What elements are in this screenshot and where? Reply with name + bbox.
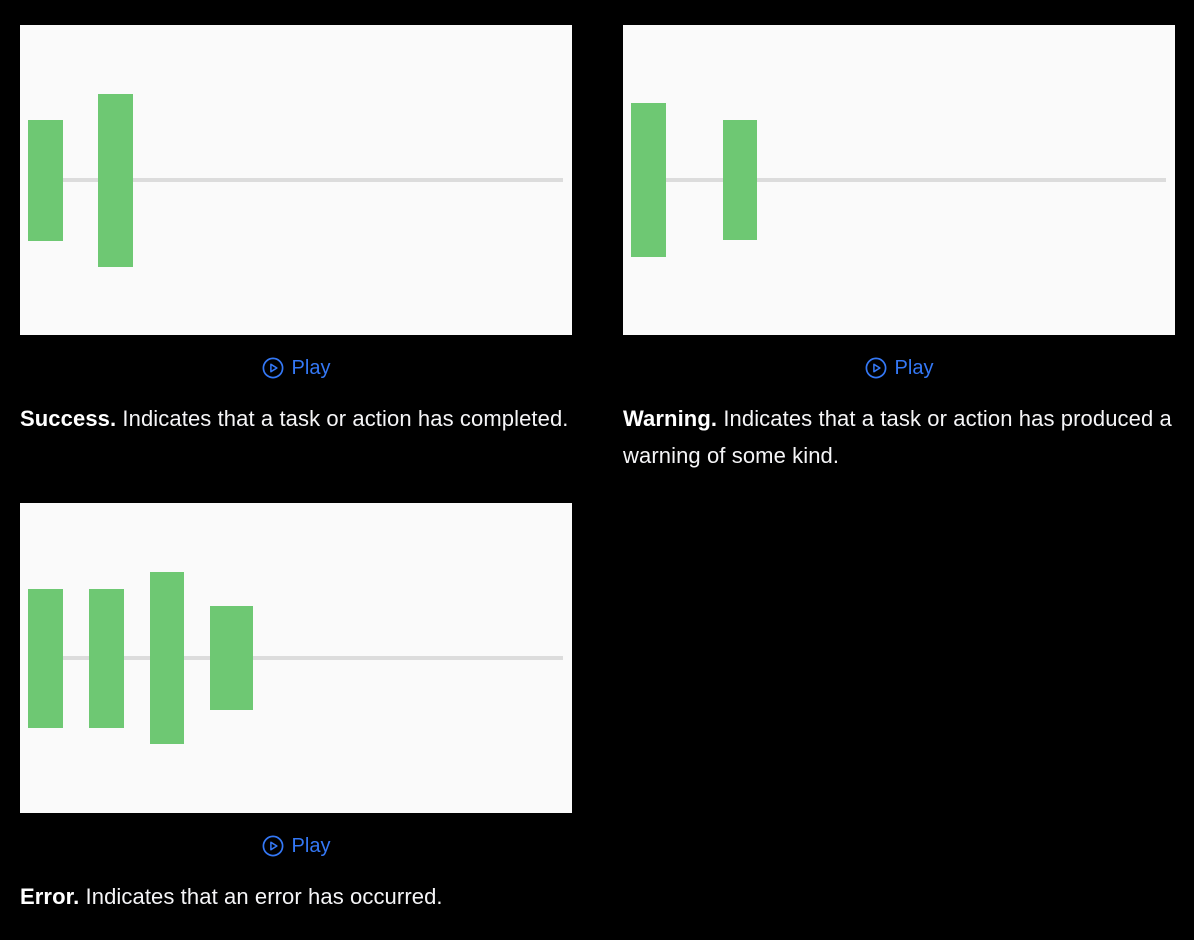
play-label: Play [291,356,331,379]
term-warning: Warning. [623,406,718,431]
play-label: Play [894,356,934,379]
waveform-bar [28,589,63,728]
description-warning: Warning. Indicates that a task or action… [623,400,1175,474]
play-row-warning: Play [623,354,1175,382]
waveform-bar [210,606,253,710]
waveform-bar [89,589,124,728]
waveform-figure-success [20,25,572,335]
description-text: Indicates that a task or action has prod… [623,406,1172,468]
description-text: Indicates that an error has occurred. [85,884,443,909]
waveform-figure-error [20,503,572,813]
waveform-bar [98,94,133,267]
waveform-baseline [28,178,563,182]
waveform-bar [150,572,184,744]
waveform-baseline [631,178,1166,182]
sound-examples-grid: Play Success. Indicates that a task or a… [20,25,1175,915]
play-row-error: Play [20,832,572,860]
description-success: Success. Indicates that a task or action… [20,400,572,437]
play-button-warning[interactable]: Play [865,356,934,380]
play-button-success[interactable]: Play [262,356,331,380]
cell-warning: Play Warning. Indicates that a task or a… [623,25,1175,474]
description-text: Indicates that a task or action has comp… [122,406,569,431]
waveform-bar [723,120,757,240]
cell-success: Play Success. Indicates that a task or a… [20,25,572,437]
play-label: Play [291,834,331,857]
term-error: Error. [20,884,80,909]
play-circle-icon [262,357,284,379]
play-row-success: Play [20,354,572,382]
waveform-bar [28,120,63,241]
waveform-bar [631,103,666,257]
play-circle-icon [865,357,887,379]
play-button-error[interactable]: Play [262,834,331,858]
description-error: Error. Indicates that an error has occur… [20,878,572,915]
term-success: Success. [20,406,117,431]
waveform-baseline [28,656,563,660]
waveform-figure-warning [623,25,1175,335]
play-circle-icon [262,835,284,857]
cell-error: Play Error. Indicates that an error has … [20,503,572,915]
